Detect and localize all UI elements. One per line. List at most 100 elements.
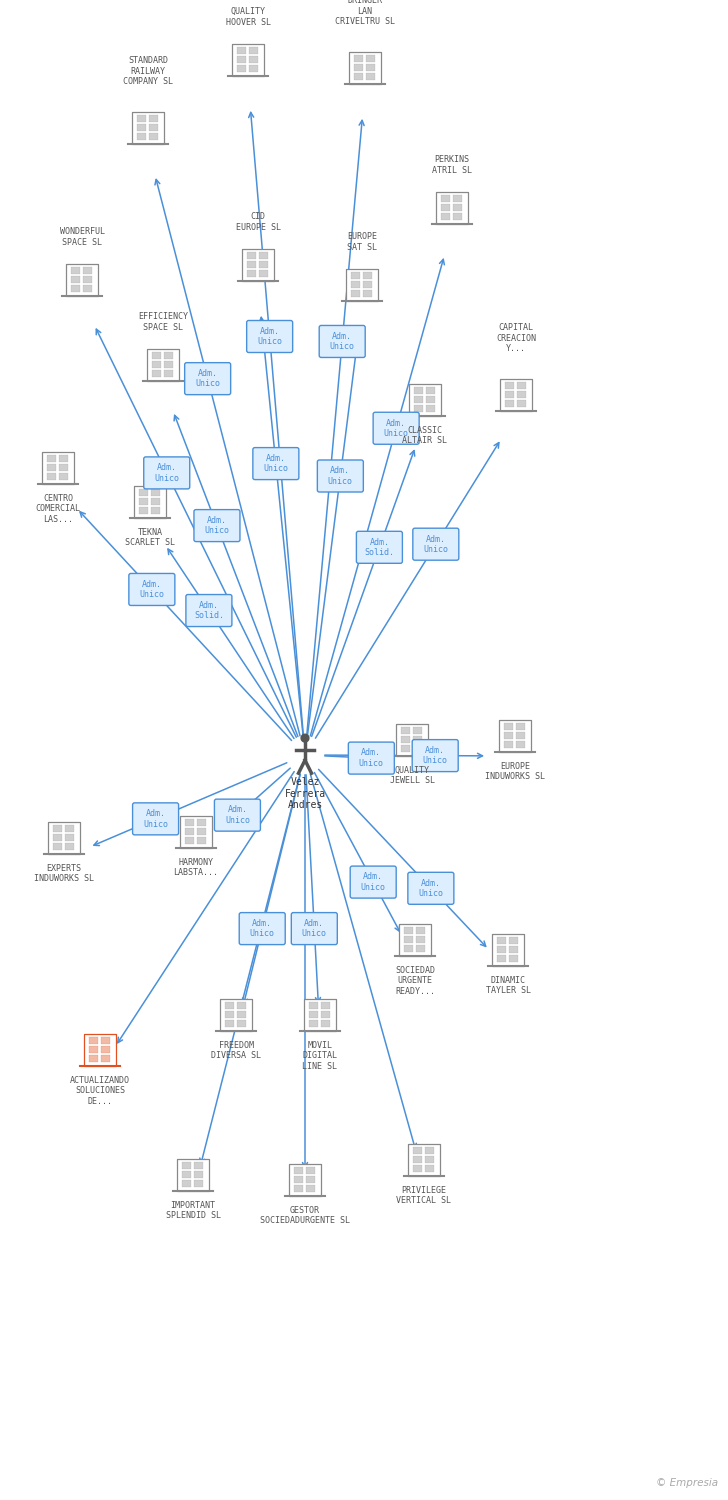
FancyBboxPatch shape (319, 326, 365, 357)
FancyBboxPatch shape (321, 1002, 330, 1010)
FancyBboxPatch shape (509, 956, 518, 962)
FancyBboxPatch shape (151, 489, 160, 496)
FancyBboxPatch shape (426, 387, 435, 394)
FancyBboxPatch shape (425, 1148, 434, 1154)
FancyBboxPatch shape (516, 741, 525, 748)
Text: SOCIEDAD
URGENTE
READY...: SOCIEDAD URGENTE READY... (395, 966, 435, 996)
Text: Adm.
Unico: Adm. Unico (205, 516, 229, 536)
FancyBboxPatch shape (47, 456, 56, 462)
Text: Adm.
Unico: Adm. Unico (419, 879, 443, 898)
FancyBboxPatch shape (414, 405, 423, 412)
FancyBboxPatch shape (225, 1011, 234, 1019)
Text: CENTRO
COMERCIAL
LAS...: CENTRO COMERCIAL LAS... (36, 494, 81, 524)
FancyBboxPatch shape (351, 282, 360, 288)
FancyBboxPatch shape (291, 912, 337, 945)
Text: EUROPE
INDUWORKS SL: EUROPE INDUWORKS SL (485, 762, 545, 782)
FancyBboxPatch shape (306, 1176, 315, 1184)
FancyBboxPatch shape (149, 134, 158, 140)
Text: ACTUALIZANDO
SOLUCIONES
DE...: ACTUALIZANDO SOLUCIONES DE... (70, 1076, 130, 1106)
Text: Adm.
Unico: Adm. Unico (423, 746, 448, 765)
FancyBboxPatch shape (366, 74, 375, 80)
FancyBboxPatch shape (321, 1020, 330, 1028)
FancyBboxPatch shape (499, 720, 531, 752)
FancyBboxPatch shape (139, 489, 148, 496)
FancyBboxPatch shape (517, 392, 526, 398)
FancyBboxPatch shape (225, 1002, 234, 1010)
FancyBboxPatch shape (83, 285, 92, 292)
FancyBboxPatch shape (165, 352, 173, 358)
FancyBboxPatch shape (53, 825, 62, 833)
FancyBboxPatch shape (59, 465, 68, 471)
FancyBboxPatch shape (139, 498, 148, 506)
FancyBboxPatch shape (373, 413, 419, 444)
FancyBboxPatch shape (357, 531, 403, 564)
FancyBboxPatch shape (259, 270, 268, 278)
Text: PERKINS
ATRIL SL: PERKINS ATRIL SL (432, 156, 472, 174)
FancyBboxPatch shape (220, 999, 252, 1030)
FancyBboxPatch shape (350, 865, 396, 898)
FancyBboxPatch shape (53, 843, 62, 850)
FancyBboxPatch shape (232, 44, 264, 76)
FancyBboxPatch shape (253, 447, 299, 480)
Text: GESTOR
SOCIEDADURGENTE SL: GESTOR SOCIEDADURGENTE SL (260, 1206, 350, 1225)
FancyBboxPatch shape (197, 828, 206, 836)
FancyBboxPatch shape (416, 945, 425, 952)
FancyBboxPatch shape (182, 1180, 191, 1186)
FancyBboxPatch shape (348, 742, 395, 774)
Text: PRIVILEGE
VERTICAL SL: PRIVILEGE VERTICAL SL (397, 1186, 451, 1206)
FancyBboxPatch shape (237, 48, 246, 54)
FancyBboxPatch shape (414, 728, 422, 734)
FancyBboxPatch shape (182, 1162, 191, 1168)
FancyBboxPatch shape (401, 728, 410, 734)
FancyBboxPatch shape (101, 1056, 110, 1062)
Polygon shape (301, 734, 309, 742)
FancyBboxPatch shape (132, 802, 178, 836)
FancyBboxPatch shape (492, 934, 524, 966)
Text: EXPERTS
INDUWORKS SL: EXPERTS INDUWORKS SL (34, 864, 94, 883)
FancyBboxPatch shape (408, 1144, 440, 1176)
FancyBboxPatch shape (426, 405, 435, 412)
FancyBboxPatch shape (363, 291, 372, 297)
Text: CID
EUROPE SL: CID EUROPE SL (235, 213, 280, 231)
FancyBboxPatch shape (413, 1156, 422, 1162)
FancyBboxPatch shape (404, 927, 413, 934)
FancyBboxPatch shape (83, 267, 92, 274)
Text: Adm.
Unico: Adm. Unico (360, 873, 386, 892)
FancyBboxPatch shape (414, 736, 422, 742)
Text: Adm.
Unico: Adm. Unico (328, 466, 353, 486)
FancyBboxPatch shape (354, 64, 363, 70)
FancyBboxPatch shape (89, 1056, 98, 1062)
FancyBboxPatch shape (149, 116, 158, 122)
FancyBboxPatch shape (401, 736, 410, 742)
Text: EFFICIENCY
SPACE SL: EFFICIENCY SPACE SL (138, 312, 188, 332)
FancyBboxPatch shape (240, 912, 285, 945)
FancyBboxPatch shape (425, 1166, 434, 1172)
Text: WONDERFUL
SPACE SL: WONDERFUL SPACE SL (60, 228, 105, 246)
FancyBboxPatch shape (134, 486, 166, 518)
Text: © Empresia: © Empresia (656, 1478, 718, 1488)
FancyBboxPatch shape (225, 1020, 234, 1028)
FancyBboxPatch shape (47, 474, 56, 480)
FancyBboxPatch shape (194, 510, 240, 542)
FancyBboxPatch shape (185, 837, 194, 844)
FancyBboxPatch shape (454, 195, 462, 202)
FancyBboxPatch shape (194, 1172, 203, 1178)
FancyBboxPatch shape (89, 1038, 98, 1044)
FancyBboxPatch shape (517, 382, 526, 388)
Text: Adm.
Unico: Adm. Unico (154, 464, 179, 483)
FancyBboxPatch shape (366, 64, 375, 70)
Text: Adm.
Solid.: Adm. Solid. (194, 602, 224, 619)
FancyBboxPatch shape (165, 362, 173, 368)
FancyBboxPatch shape (186, 594, 232, 627)
FancyBboxPatch shape (517, 400, 526, 406)
Text: Adm.
Unico: Adm. Unico (195, 369, 220, 388)
FancyBboxPatch shape (152, 352, 161, 358)
FancyBboxPatch shape (194, 1162, 203, 1168)
FancyBboxPatch shape (101, 1038, 110, 1044)
FancyBboxPatch shape (409, 384, 441, 416)
FancyBboxPatch shape (129, 573, 175, 606)
FancyBboxPatch shape (143, 458, 190, 489)
FancyBboxPatch shape (504, 732, 513, 740)
FancyBboxPatch shape (304, 999, 336, 1030)
FancyBboxPatch shape (441, 213, 450, 220)
